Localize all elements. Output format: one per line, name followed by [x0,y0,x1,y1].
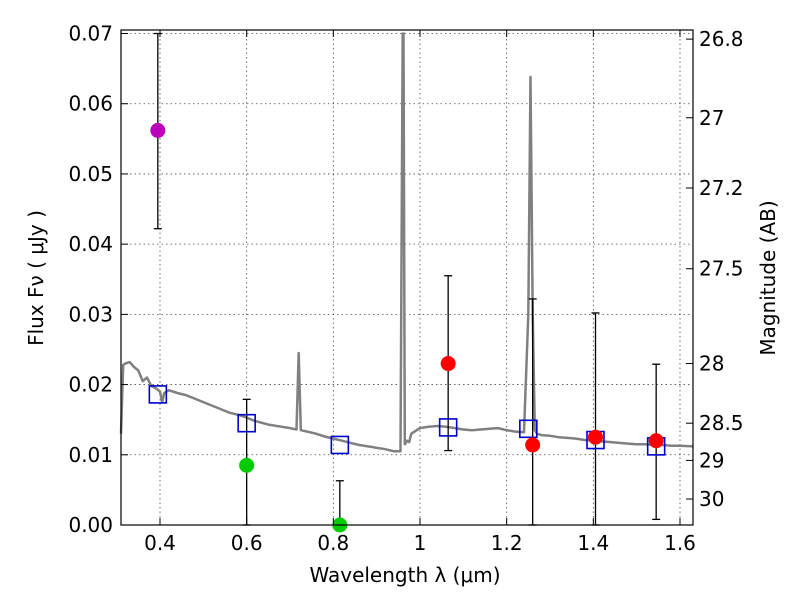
x-tick-label: 1 [414,531,427,555]
model-square-point [330,435,350,455]
error-bars [153,32,661,526]
y-tick-label: 0.04 [68,232,113,256]
model-square-point [237,413,256,433]
magnitude-tick-label: 30 [699,487,724,511]
y-tick-label: 0.05 [68,162,113,186]
x-tick-label: 0.6 [231,531,263,555]
observed-flux-point [648,433,664,449]
observed-flux-point [150,122,166,138]
x-axis-label: Wavelength λ (μm) [309,563,500,587]
y-tick-label: 0.07 [68,22,113,46]
y-tick-label: 0.00 [68,513,113,537]
y-tick-label: 0.03 [68,302,113,326]
observed-flux-point [440,356,456,372]
observed-flux-point [525,437,541,453]
y-tick-label: 0.01 [68,443,113,467]
model-squares [148,385,666,456]
magnitude-tick-label: 29 [699,448,724,472]
magnitude-tick-label: 28.5 [699,411,744,435]
magnitude-tick-label: 27 [699,106,724,130]
y-axis-label: Flux Fν ( μJy ) [24,210,48,346]
magnitude-tick-label: 28 [699,352,724,376]
plot-frame [120,29,694,526]
y-axis-right-label: Magnitude (AB) [756,200,780,355]
x-tick-label: 1.2 [491,531,523,555]
observed-flux-point [588,429,603,445]
model-square-point [148,385,168,404]
model-square-point [438,418,458,437]
axis-ticks: 0.4 0.6 0.8 1 1.2 1.4 1.6 0.00 0.01 0.02 0.03 0.04 0… [68,22,743,555]
x-tick-label: 1.6 [664,531,696,555]
grid-lines [121,30,693,526]
observed-flux-point [239,457,255,473]
model-square-point [519,419,538,439]
y-tick-label: 0.06 [68,92,113,116]
template-spectrum-line [119,32,694,453]
observed-points [150,122,664,533]
y-tick-label: 0.02 [68,373,113,397]
x-tick-label: 0.8 [317,531,349,555]
template-spectrum-layer [119,32,694,453]
magnitude-tick-label: 27.5 [699,257,744,281]
x-tick-label: 0.4 [144,531,176,555]
magnitude-tick-label: 26.8 [699,27,744,51]
x-tick-label: 1.4 [577,531,609,555]
magnitude-tick-label: 27.2 [699,176,744,200]
